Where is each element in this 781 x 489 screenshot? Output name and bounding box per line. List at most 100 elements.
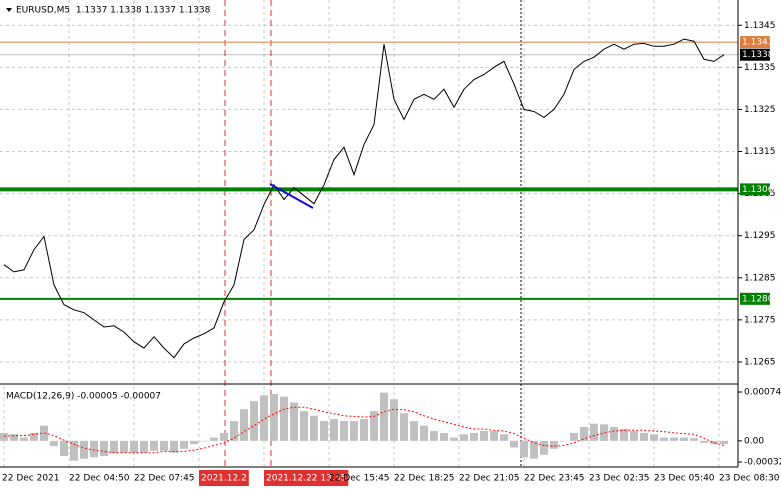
x-tick-highlight xyxy=(199,470,249,486)
grid xyxy=(0,0,738,467)
price-tag xyxy=(740,36,770,49)
price-tag-label: 1.1280 xyxy=(742,294,774,304)
x-tick-label: 22 Dec 18:25 xyxy=(394,474,455,484)
histogram-bar xyxy=(410,421,418,441)
histogram-bar xyxy=(190,440,198,445)
price-tag-label: 1.1341 xyxy=(742,38,774,48)
histogram-bar xyxy=(570,432,578,441)
menu-icon[interactable] xyxy=(6,8,12,12)
histogram-bar xyxy=(100,440,108,457)
histogram-bar xyxy=(650,434,658,441)
histogram-bar xyxy=(140,440,148,453)
histogram-bar xyxy=(340,421,348,441)
histogram-bar xyxy=(20,437,28,441)
chart-title: EURUSD,M5 1.1337 1.1338 1.1337 1.1338 xyxy=(16,6,211,16)
histogram-bar xyxy=(250,401,258,441)
histogram-bar xyxy=(640,432,648,441)
histogram-bar xyxy=(360,419,368,441)
histogram-bar xyxy=(520,440,528,458)
price-tag xyxy=(740,292,770,305)
y-tick-label: 1.1315 xyxy=(744,147,776,157)
histogram-bar xyxy=(600,424,608,441)
x-tick-label: 22 Dec 04:50 xyxy=(69,474,130,484)
labels: 1.12651.12751.12851.12951.13051.13151.13… xyxy=(2,21,781,486)
y-tick-label: 1.1265 xyxy=(744,357,776,367)
histogram-bar xyxy=(150,440,158,451)
y-tick-label: 0.00 xyxy=(744,436,764,446)
histogram-bar xyxy=(0,432,8,441)
histogram-bar xyxy=(400,413,408,441)
histogram-bar xyxy=(110,440,118,454)
histogram-bar xyxy=(510,440,518,448)
histogram-bar xyxy=(350,421,358,441)
x-tick-label: 22 Dec 2021 xyxy=(2,474,60,484)
histogram-bar xyxy=(370,411,378,441)
histogram-bar xyxy=(320,421,328,441)
indicator-title: MACD(12,26,9) -0.00005 -0.00007 xyxy=(6,392,161,402)
histogram-bar xyxy=(700,440,708,443)
histogram-bar xyxy=(130,440,138,453)
histogram-bar xyxy=(620,428,628,441)
x-tick-label: 22 Dec 23:45 xyxy=(524,474,585,484)
y-tick-label: 1.1345 xyxy=(744,21,776,31)
histogram-bar xyxy=(560,440,568,442)
trend-line xyxy=(269,183,314,209)
histogram-bar xyxy=(200,440,208,442)
x-tick-label: 23 Dec 08:30 xyxy=(719,474,780,484)
x-tick-label: 23 Dec 02:35 xyxy=(589,474,650,484)
y-tick-label: 0.00074 xyxy=(744,388,781,398)
histogram-bar xyxy=(30,432,38,441)
histogram-bar xyxy=(70,440,78,461)
histogram-bar xyxy=(270,393,278,441)
histogram-bar xyxy=(390,399,398,441)
histogram-bar xyxy=(430,430,438,441)
x-tick-label: 2021.12.22 13:35 xyxy=(266,474,346,484)
histogram-bar xyxy=(170,440,178,453)
histogram-bar xyxy=(470,432,478,441)
histogram-bar xyxy=(300,411,308,441)
y-tick-label: -0.00032 xyxy=(744,458,781,468)
histogram-bar xyxy=(160,440,168,451)
histogram-bar xyxy=(670,437,678,441)
histogram-bar xyxy=(280,396,288,441)
histogram-bar xyxy=(660,437,668,441)
x-tick-label: 22 Dec 21:05 xyxy=(459,474,520,484)
x-tick-label: 22 Dec 15:45 xyxy=(329,474,390,484)
histogram-bar xyxy=(10,434,18,441)
y-tick-label: 1.1295 xyxy=(744,231,776,241)
y-tick-label: 1.1335 xyxy=(744,63,776,73)
histogram-bar xyxy=(480,430,488,441)
histogram-bar xyxy=(260,395,268,441)
price-tag xyxy=(740,183,770,196)
price-tag-label: 1.1338 xyxy=(742,50,774,60)
y-tick-label: 1.1275 xyxy=(744,315,776,325)
x-tick-label: 2021.12.2 xyxy=(201,474,247,484)
histogram-bar xyxy=(60,440,68,457)
histogram-bar xyxy=(90,440,98,458)
histogram-bar xyxy=(220,432,228,441)
histogram-bar xyxy=(120,440,128,453)
histogram-bar xyxy=(720,440,728,445)
histogram-bar xyxy=(440,432,448,441)
histogram-bar xyxy=(580,427,588,441)
histogram-bar xyxy=(50,440,58,447)
histogram-bar xyxy=(690,438,698,441)
histogram-bar xyxy=(540,440,548,455)
histogram-bar xyxy=(380,392,388,441)
histogram-bar xyxy=(680,437,688,441)
histogram-bar xyxy=(230,421,238,441)
histogram-bar xyxy=(310,415,318,441)
histogram-bar xyxy=(240,409,248,441)
histogram-bar xyxy=(630,430,638,441)
price-tag-label: 1.1306 xyxy=(742,185,774,195)
x-tick-label: 23 Dec 05:40 xyxy=(654,474,715,484)
histogram-bar xyxy=(590,423,598,441)
y-tick-label: 1.1325 xyxy=(744,105,776,115)
histogram-bar xyxy=(610,427,618,441)
plot xyxy=(0,38,738,461)
histogram-bar xyxy=(550,440,558,449)
histogram-bar xyxy=(80,440,88,459)
histogram-bar xyxy=(210,437,218,441)
histogram-bar xyxy=(500,434,508,441)
